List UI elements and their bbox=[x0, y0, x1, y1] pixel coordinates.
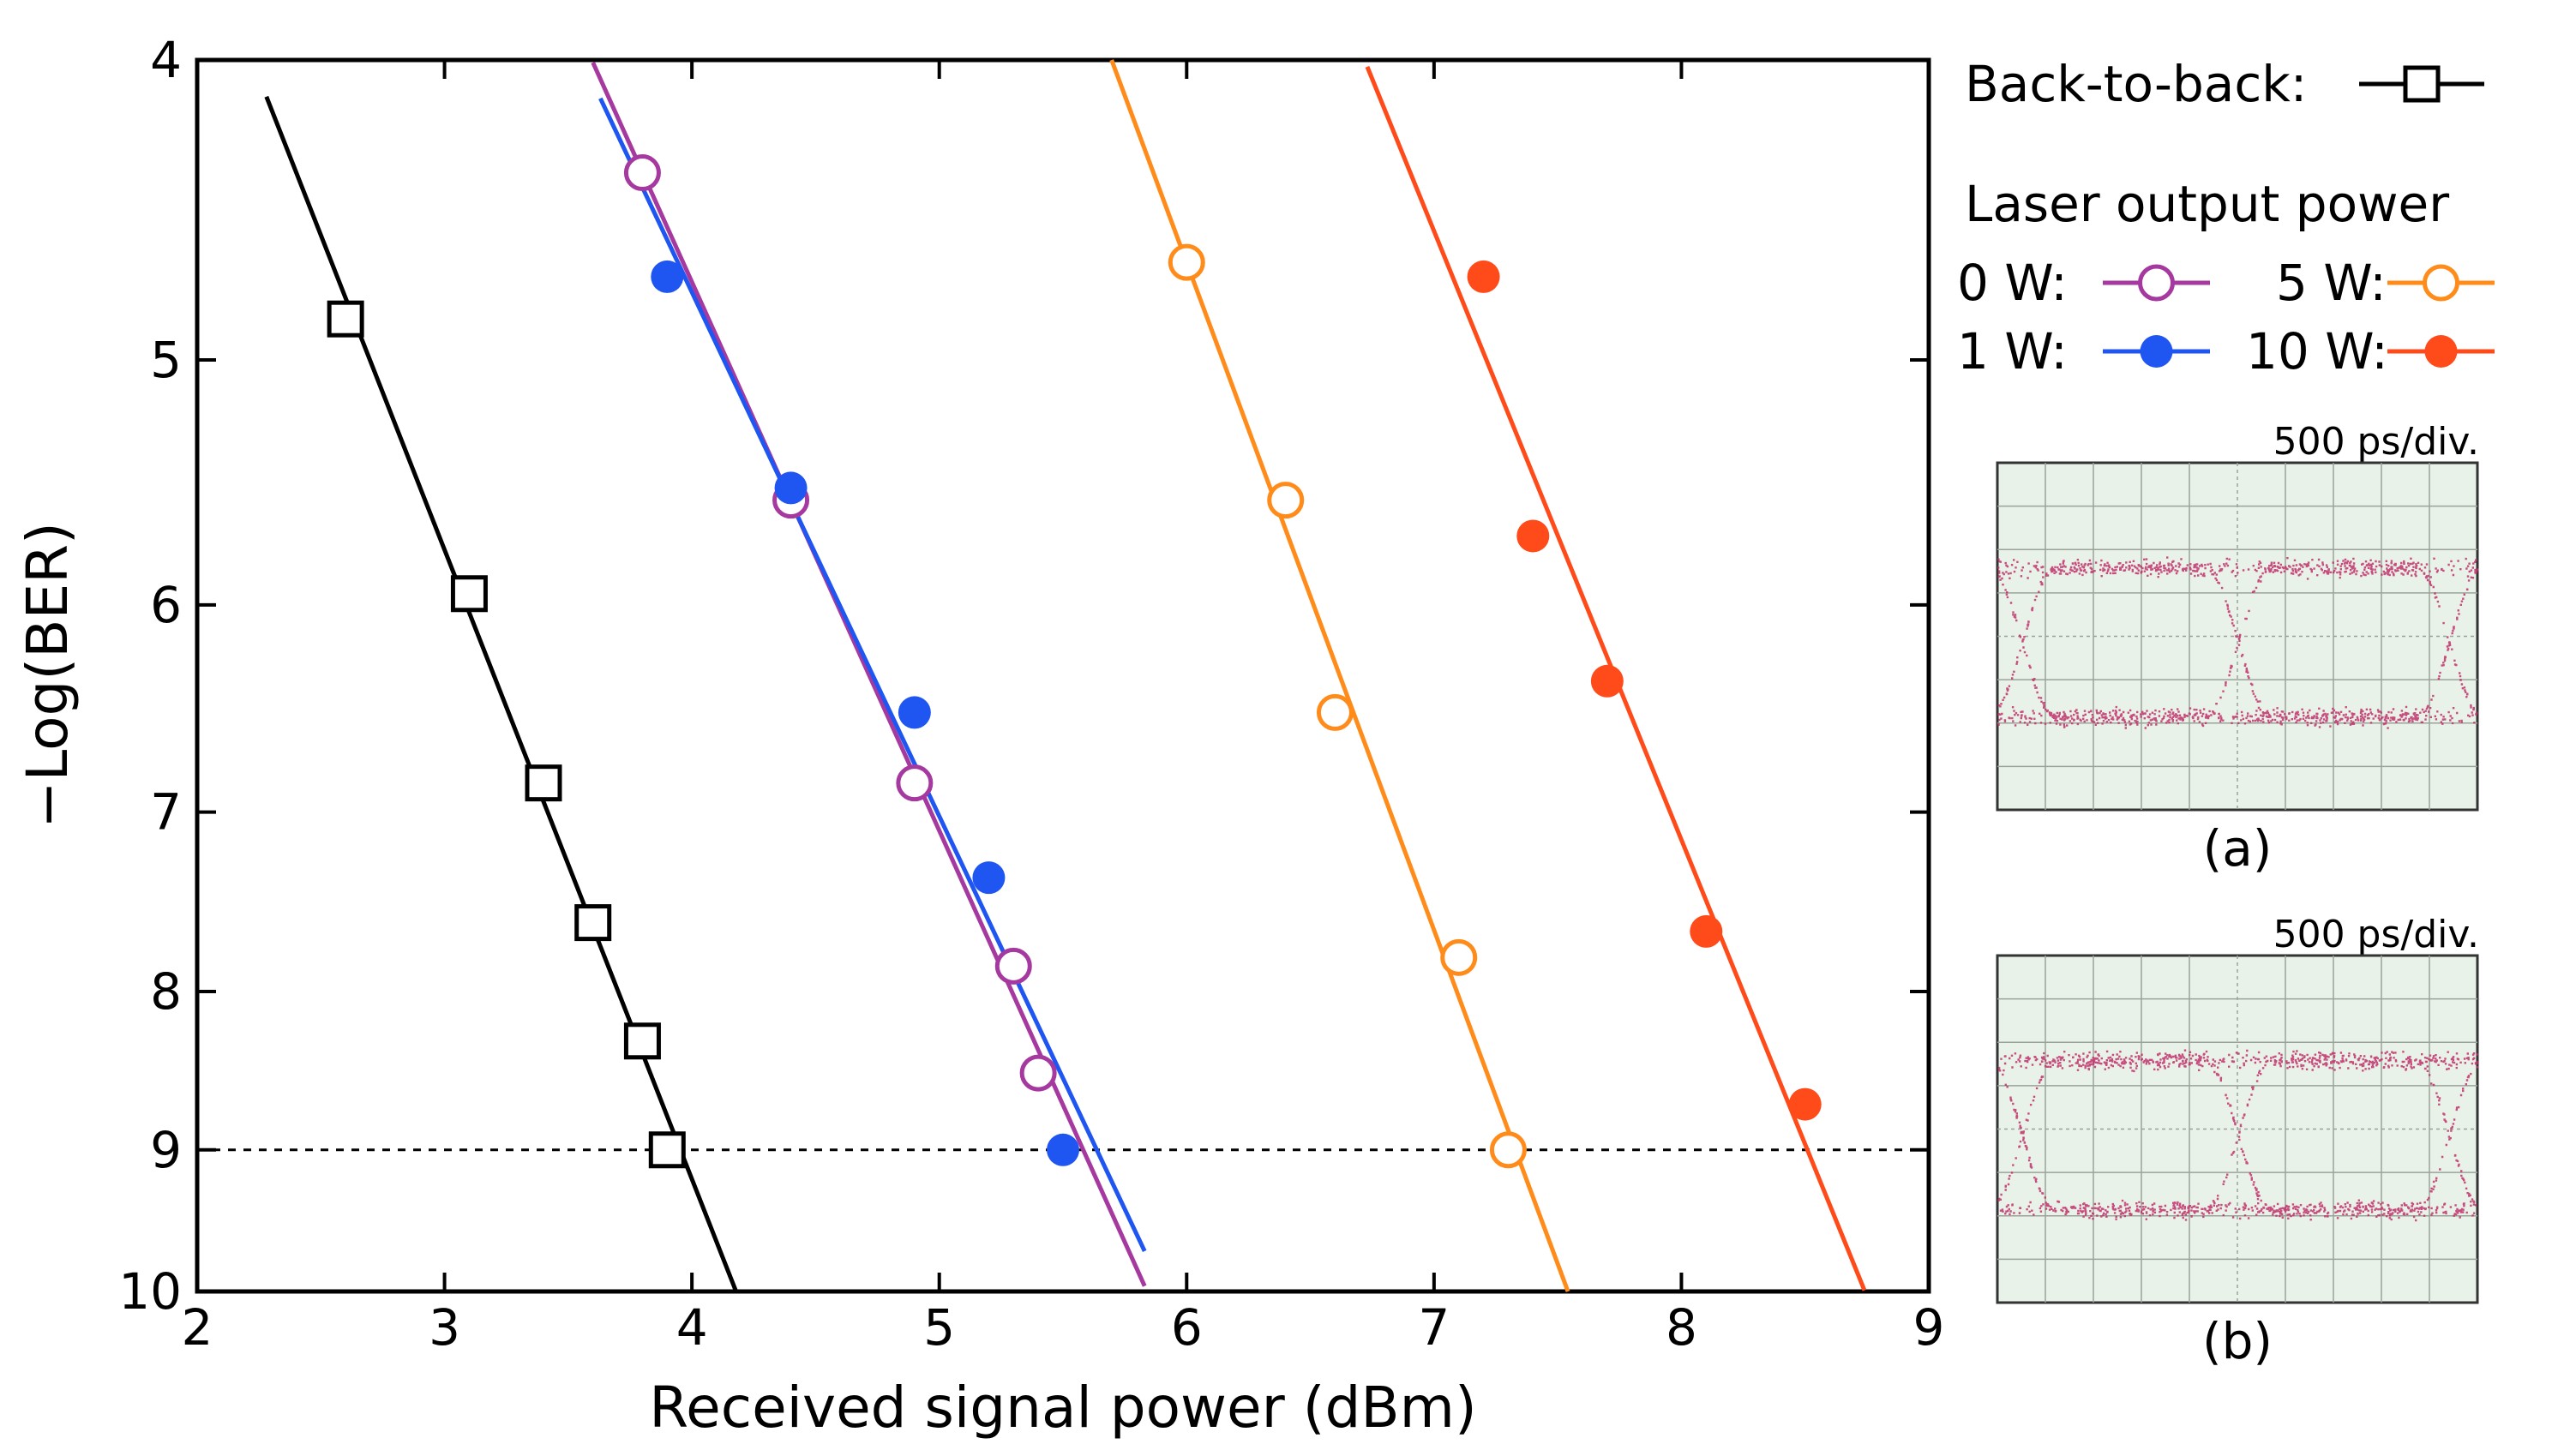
eye-b-caption: (b) bbox=[2202, 1312, 2273, 1370]
legend: Back-to-back: Laser output power 0 W: 1 … bbox=[1957, 55, 2495, 380]
legend-label-5w: 5 W: bbox=[2276, 254, 2387, 312]
legend-marker bbox=[2403, 65, 2441, 103]
data-point bbox=[327, 300, 364, 338]
data-point bbox=[525, 764, 562, 802]
y-tick-label: 10 bbox=[118, 1262, 182, 1321]
data-point bbox=[972, 861, 1006, 895]
fit-line-0-w bbox=[591, 61, 1147, 1287]
eye-diagram-a: 500 ps/div. (a) bbox=[1996, 420, 2479, 878]
fit-line-back-to-back bbox=[264, 95, 738, 1292]
data-markers bbox=[327, 154, 1822, 1169]
data-point bbox=[1690, 914, 1723, 948]
data-point bbox=[1316, 693, 1354, 731]
data-point bbox=[1267, 482, 1305, 519]
data-point bbox=[1516, 519, 1550, 553]
data-point bbox=[450, 575, 488, 613]
y-axis-title: −Log(BER) bbox=[15, 522, 81, 829]
eye-a-caption: (a) bbox=[2203, 819, 2273, 878]
legend-sample-0w bbox=[2103, 264, 2210, 302]
legend-label-back-to-back: Back-to-back: bbox=[1965, 55, 2307, 113]
data-point bbox=[994, 947, 1032, 985]
eye-a-scale: 500 ps/div. bbox=[2273, 420, 2479, 464]
fit-line-5-w bbox=[1109, 59, 1570, 1292]
y-tick-label: 5 bbox=[150, 331, 182, 389]
data-point bbox=[898, 696, 931, 729]
legend-sample-1w bbox=[2103, 335, 2210, 368]
data-point bbox=[896, 764, 934, 802]
data-point bbox=[774, 471, 808, 505]
data-point bbox=[623, 154, 661, 192]
x-tick-label: 7 bbox=[1418, 1298, 1450, 1357]
data-point bbox=[574, 904, 612, 942]
data-point bbox=[1590, 664, 1624, 698]
y-tick-label: 6 bbox=[150, 576, 182, 634]
x-tick-label: 3 bbox=[429, 1298, 460, 1357]
y-tick-label: 4 bbox=[150, 31, 182, 89]
legend-sample-10w bbox=[2387, 335, 2495, 368]
x-tick-label: 9 bbox=[1913, 1298, 1945, 1357]
x-tick-label: 2 bbox=[182, 1298, 213, 1357]
legend-label-0w: 0 W: bbox=[1957, 254, 2068, 312]
legend-sample-back-to-back bbox=[2359, 65, 2484, 103]
fit-line-1-w bbox=[598, 97, 1147, 1253]
y-tick-label: 7 bbox=[150, 783, 182, 842]
axis-ticks: 2 3 4 5 6 7 8 9 4 5 6 7 8 9 10 bbox=[118, 31, 1944, 1357]
legend-marker bbox=[2423, 264, 2459, 302]
data-point bbox=[1019, 1054, 1057, 1092]
legend-group-title: Laser output power bbox=[1965, 175, 2449, 233]
legend-marker bbox=[2424, 335, 2458, 368]
plot-frame bbox=[195, 57, 1931, 1294]
fit-lines bbox=[264, 59, 1867, 1292]
data-point bbox=[1440, 938, 1478, 976]
data-point bbox=[1489, 1131, 1527, 1169]
eye-trace bbox=[1997, 556, 2479, 729]
y-tick-label: 9 bbox=[150, 1121, 182, 1179]
data-point bbox=[623, 1022, 661, 1060]
eye-b-scale: 500 ps/div. bbox=[2273, 913, 2479, 956]
x-tick-label: 8 bbox=[1666, 1298, 1697, 1357]
data-point bbox=[1047, 1133, 1079, 1166]
data-point bbox=[1467, 260, 1500, 293]
x-tick-label: 5 bbox=[923, 1298, 955, 1357]
legend-sample-5w bbox=[2387, 264, 2495, 302]
ber-plot: 2 3 4 5 6 7 8 9 4 5 6 7 8 9 10 Received signal power (… bbox=[15, 31, 1944, 1441]
y-tick-label: 8 bbox=[150, 962, 182, 1021]
x-tick-label: 4 bbox=[676, 1298, 708, 1357]
legend-label-1w: 1 W: bbox=[1957, 322, 2068, 380]
data-point bbox=[1168, 243, 1205, 281]
x-axis-title: Received signal power (dBm) bbox=[649, 1375, 1476, 1441]
legend-marker bbox=[2140, 335, 2173, 368]
legend-label-10w: 10 W: bbox=[2246, 322, 2388, 380]
data-point bbox=[648, 1131, 686, 1169]
data-point bbox=[1788, 1088, 1822, 1121]
eye-a-pattern bbox=[1996, 461, 2479, 812]
x-tick-label: 6 bbox=[1171, 1298, 1203, 1357]
eye-trace bbox=[1997, 1049, 2479, 1222]
legend-marker bbox=[2138, 264, 2175, 302]
eye-diagram-b: 500 ps/div. (b) bbox=[1996, 913, 2479, 1370]
eye-b-pattern bbox=[1996, 954, 2479, 1304]
data-point bbox=[651, 260, 684, 293]
